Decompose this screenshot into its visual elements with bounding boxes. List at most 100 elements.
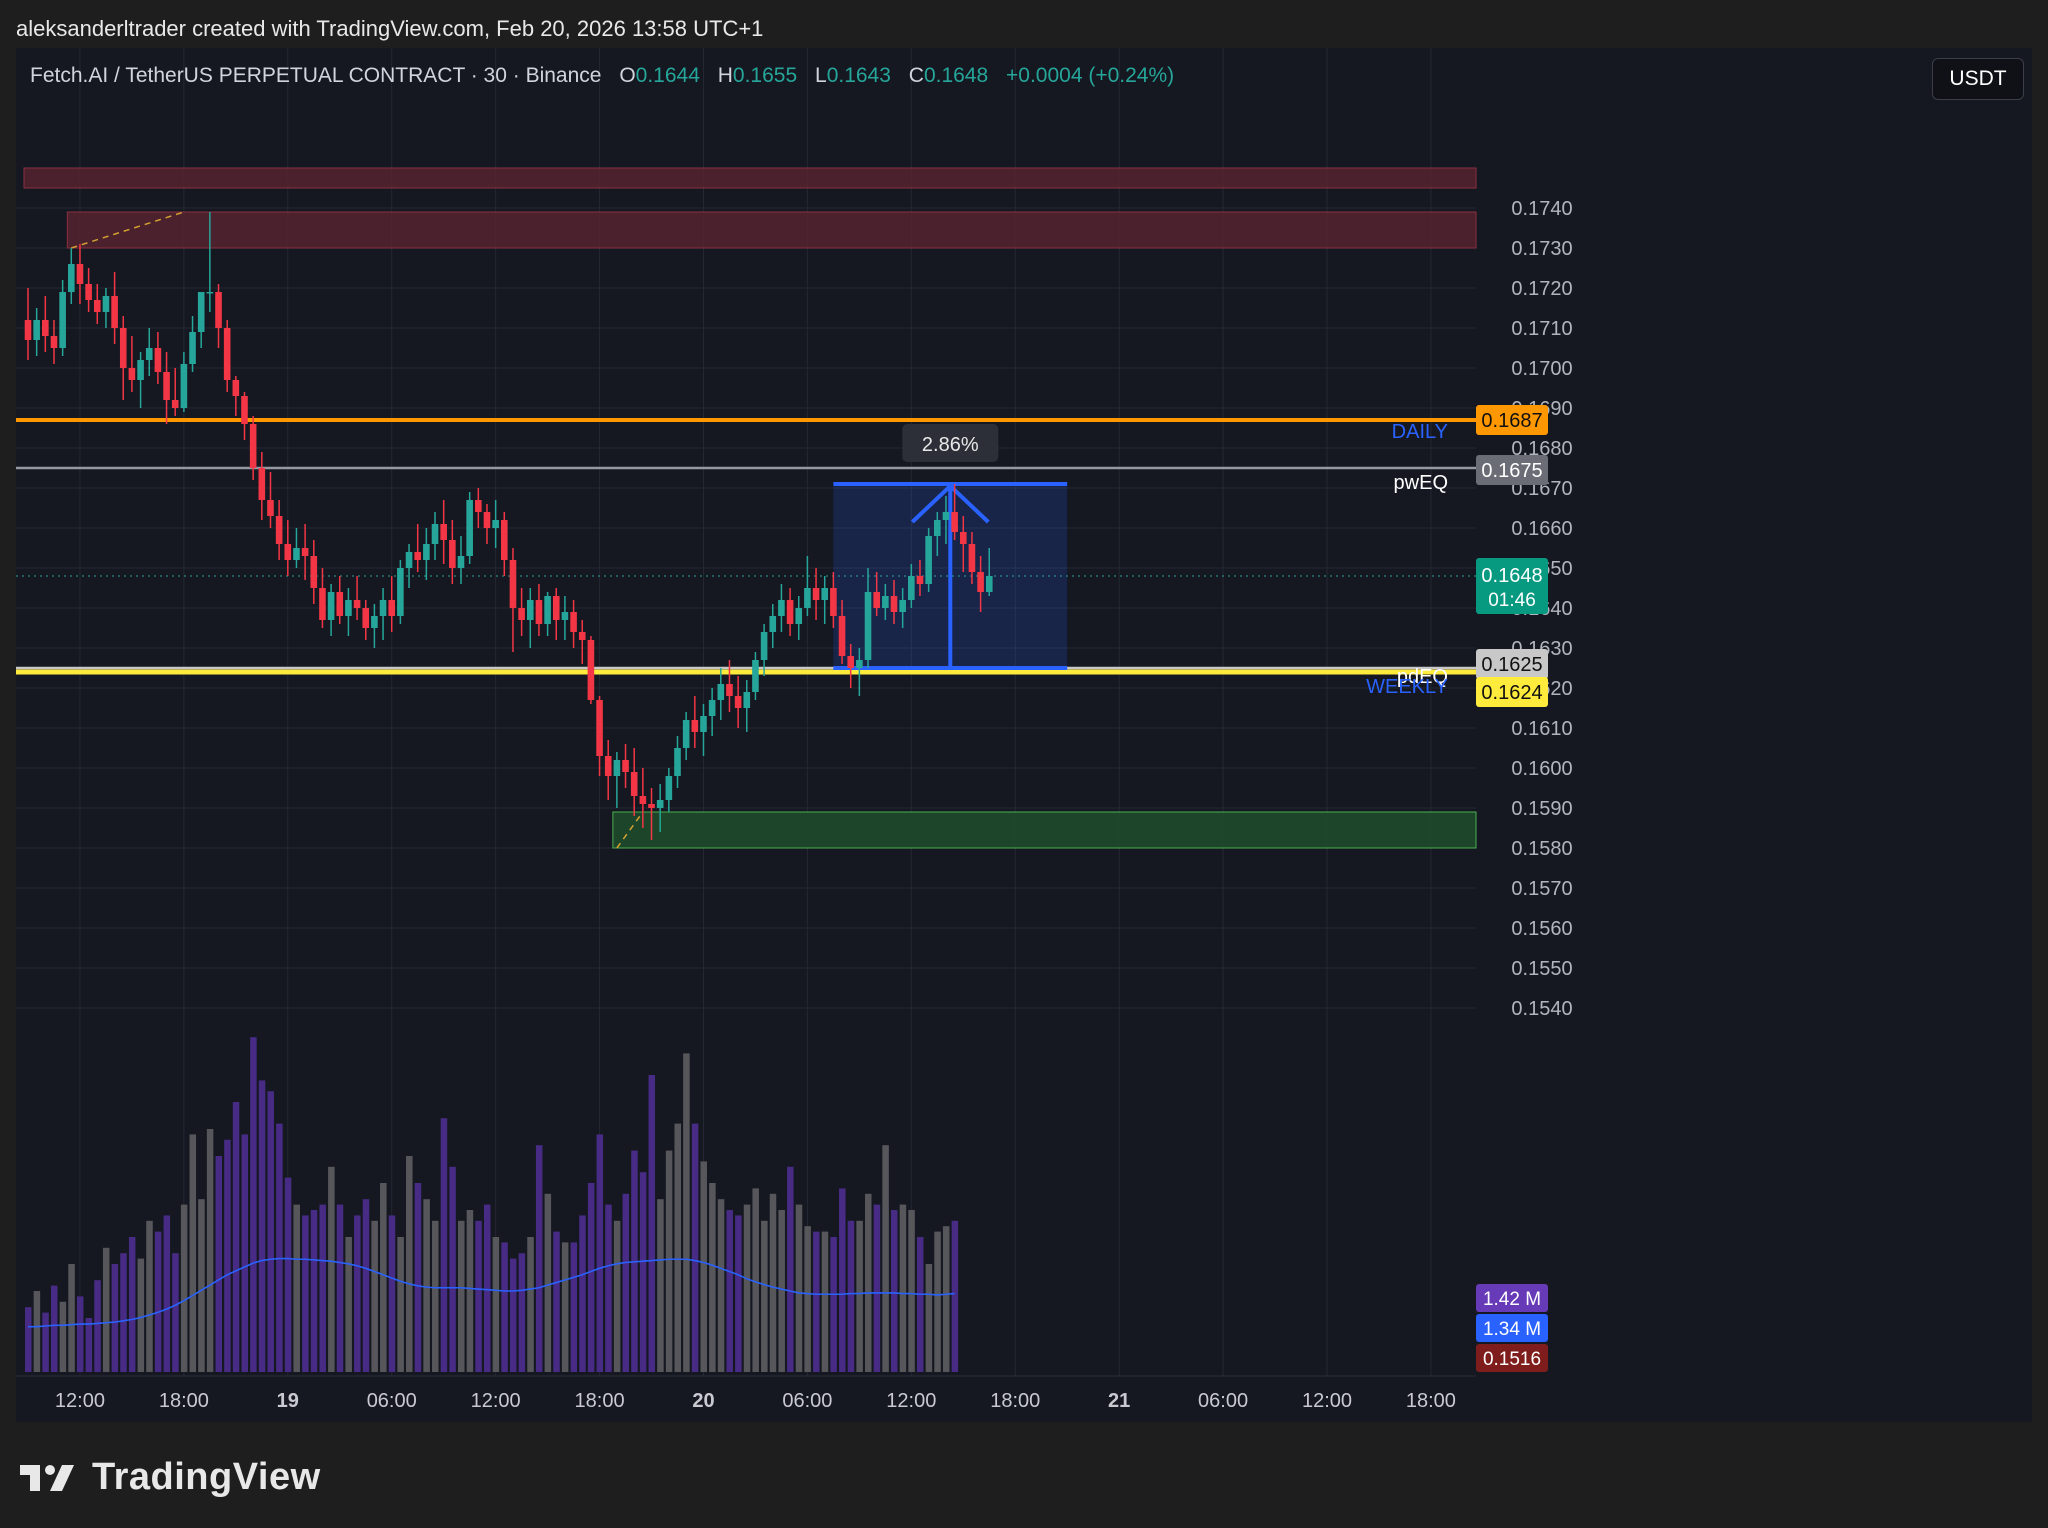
candle-body <box>362 608 370 628</box>
level-label-daily: DAILY <box>1392 421 1448 443</box>
candle-body <box>596 700 603 756</box>
candle-body <box>388 600 396 616</box>
open-label: O <box>619 64 636 87</box>
volume-bar <box>189 1134 197 1372</box>
volume-bar <box>942 1226 950 1372</box>
volume-bar <box>76 1296 84 1372</box>
x-tick-label: 06:00 <box>1198 1390 1248 1412</box>
candle-body <box>405 552 413 568</box>
candle-body <box>232 380 240 396</box>
candle-body <box>50 336 58 348</box>
measure-label-box <box>902 424 999 462</box>
candle-body <box>821 588 829 600</box>
volume-bar <box>423 1199 430 1372</box>
candle-body <box>656 800 664 808</box>
y-tick-label: 0.1700 <box>1511 358 1572 380</box>
volume-bar <box>258 1080 266 1372</box>
volume-bar <box>778 1210 785 1372</box>
price-tag-pweq: 0.1675 <box>1481 460 1542 482</box>
candle-body <box>760 632 768 660</box>
candle-body <box>42 320 49 336</box>
volume-bar <box>899 1204 907 1372</box>
candle-body <box>882 596 889 608</box>
volume-bar <box>449 1166 456 1372</box>
change-value: +0.0004 (+0.24%) <box>1006 64 1175 87</box>
volume-bar <box>726 1210 733 1372</box>
candle-body <box>717 684 725 700</box>
volume-bar <box>700 1161 707 1372</box>
volume-bar <box>267 1091 274 1372</box>
volume-bar <box>284 1177 292 1372</box>
volume-bar <box>561 1242 569 1372</box>
low-label: L <box>815 64 827 87</box>
y-tick-label: 0.1570 <box>1511 878 1572 900</box>
volume-bar <box>761 1220 768 1372</box>
volume-bar <box>336 1204 344 1372</box>
x-tick-label: 18:00 <box>575 1390 625 1412</box>
volume-bar <box>180 1204 188 1372</box>
candle-body <box>180 364 188 408</box>
candle-body <box>587 640 595 700</box>
volume-bar <box>50 1285 58 1372</box>
x-tick-label: 12:00 <box>471 1390 521 1412</box>
candle-body <box>76 264 84 284</box>
volume-bar <box>743 1204 751 1372</box>
volume-bar <box>59 1301 67 1372</box>
symbol-title[interactable]: Fetch.AI / TetherUS PERPETUAL CONTRACT ·… <box>30 64 602 87</box>
x-tick-label: 18:00 <box>990 1390 1040 1412</box>
candle-body <box>769 616 777 632</box>
candle-body <box>691 720 699 732</box>
volume-bar <box>544 1193 552 1372</box>
volume-bar <box>925 1264 933 1372</box>
volume-bar <box>648 1075 656 1372</box>
price-tag-daily-bg <box>1476 405 1548 435</box>
candle-body <box>197 292 205 332</box>
candle-body <box>475 500 482 512</box>
volume-bar <box>605 1204 612 1372</box>
candle-body <box>345 600 352 616</box>
volume-ma-line <box>28 1257 955 1328</box>
candle-body <box>552 596 560 620</box>
volume-tag-bg <box>1476 1284 1548 1312</box>
volume-bar <box>501 1242 508 1372</box>
volume-bar <box>120 1253 127 1372</box>
supply-zone <box>23 167 1477 189</box>
volume-bar <box>804 1226 811 1372</box>
volume-bar <box>94 1280 101 1372</box>
candle-body <box>466 500 473 556</box>
price-tag-pdeq: 0.1625 <box>1481 654 1542 676</box>
candle-body <box>128 368 136 380</box>
volume-bar <box>345 1237 352 1372</box>
candlestick-chart[interactable]: 0.17400.17300.17200.17100.17000.16900.16… <box>16 48 2032 1422</box>
volume-bar <box>68 1264 75 1372</box>
candle-body <box>942 512 950 520</box>
volume-bar <box>795 1204 803 1372</box>
volume-bar <box>85 1318 93 1372</box>
volume-bar <box>821 1231 829 1372</box>
tradingview-logo[interactable]: TradingView <box>20 1456 321 1499</box>
volume-bar <box>354 1215 361 1372</box>
volume-bar <box>527 1237 534 1372</box>
candle-body <box>630 772 638 796</box>
candle-body <box>622 760 629 772</box>
plot-background <box>16 48 2032 1422</box>
volume-bar <box>146 1220 153 1372</box>
volume-bar <box>154 1231 162 1372</box>
logo-text: TradingView <box>92 1456 321 1498</box>
y-tick-label: 0.1600 <box>1511 758 1572 780</box>
candle-body <box>33 320 40 340</box>
y-tick-label: 0.1730 <box>1511 238 1572 260</box>
candle-body <box>371 616 378 628</box>
candle-body <box>535 600 543 624</box>
x-tick-label: 12:00 <box>55 1390 105 1412</box>
measure-arrow-head <box>910 483 990 524</box>
footer <box>0 1422 2048 1528</box>
x-tick-label: 06:00 <box>782 1390 832 1412</box>
price-tag-daily: 0.1687 <box>1481 410 1542 432</box>
high-label: H <box>717 64 733 87</box>
candle-body <box>501 520 508 560</box>
currency-button[interactable]: USDT <box>1932 58 2024 100</box>
low-value: 0.1643 <box>826 64 891 87</box>
volume-bar <box>657 1199 664 1372</box>
price-tag-pweq-bg <box>1476 455 1548 485</box>
